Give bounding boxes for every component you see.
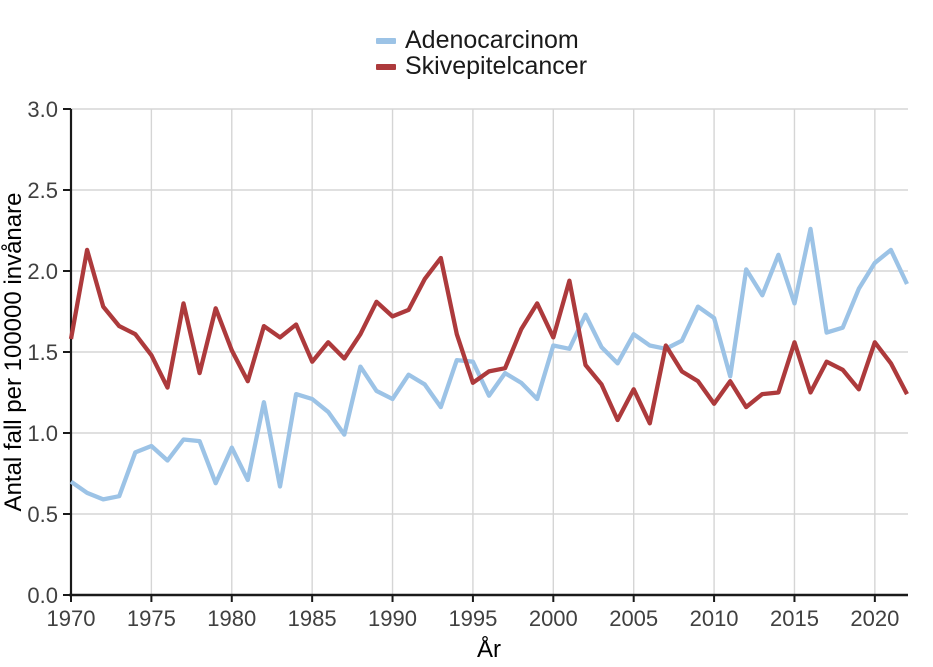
x-tick-label: 2000 (529, 606, 578, 631)
series-lines (68, 226, 909, 502)
legend-swatch-skivepitelcancer (376, 63, 396, 70)
y-tick-label: 0.0 (27, 583, 58, 608)
legend-item-skivepitelcancer: Skivepitelcancer (376, 54, 587, 79)
legend-item-adenocarcinom: Adenocarcinom (376, 28, 587, 53)
x-tick-label: 2010 (690, 606, 739, 631)
legend-label-adenocarcinom: Adenocarcinom (405, 26, 579, 54)
x-axis-title: År (477, 635, 501, 663)
x-tick-label: 1980 (207, 606, 256, 631)
x-tick-label: 1975 (127, 606, 176, 631)
series-line-skivepitelcancer (68, 247, 909, 426)
tick-labels: 0.0 0.5 1.0 1.5 2.0 2.5 3.0 1970 1975 1980 1985 199… (27, 97, 899, 631)
x-tick-label: 1970 (47, 606, 96, 631)
y-tick-label: 1.5 (27, 340, 58, 365)
tick-marks (63, 108, 876, 602)
x-tick-label: 2015 (770, 606, 819, 631)
legend-label-skivepitelcancer: Skivepitelcancer (405, 52, 588, 80)
x-tick-label: 2020 (850, 606, 899, 631)
legend: Adenocarcinom Skivepitelcancer (376, 28, 587, 79)
y-tick-label: 1.0 (27, 421, 58, 446)
y-tick-label: 2.5 (27, 178, 58, 203)
y-tick-label: 0.5 (27, 502, 58, 527)
y-tick-label: 2.0 (27, 259, 58, 284)
x-tick-label: 1990 (368, 606, 417, 631)
y-tick-label: 3.0 (27, 97, 58, 122)
x-tick-label: 2005 (609, 606, 658, 631)
x-tick-label: 1985 (288, 606, 337, 631)
series-line-adenocarcinom (69, 226, 909, 502)
x-tick-label: 1995 (448, 606, 497, 631)
y-axis-title: Antal fall per 100000 invånare (0, 193, 27, 512)
gridlines (71, 108, 908, 595)
legend-swatch-adenocarcinom (376, 37, 396, 44)
